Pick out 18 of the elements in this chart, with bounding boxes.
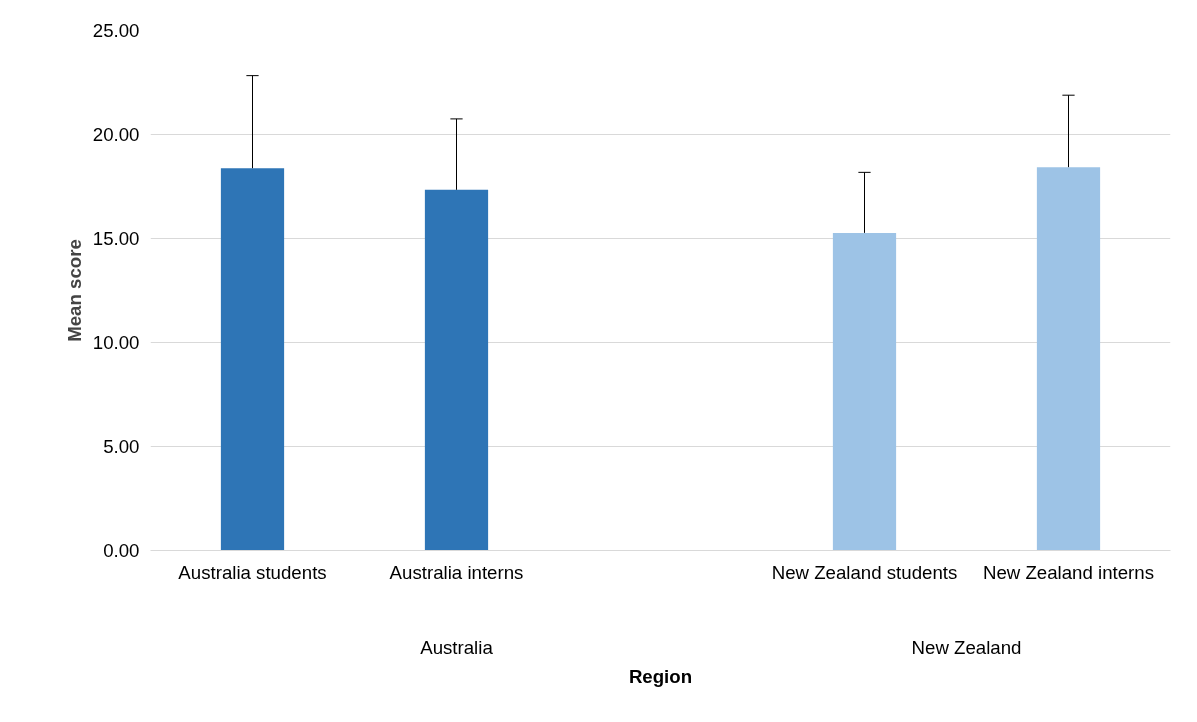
y-tick-label: 20.00 [92,124,140,145]
bar [220,168,285,551]
x-tick-label: New Zealand interns [982,561,1155,583]
x-tick-label: Australia interns [389,561,524,583]
bar [424,189,489,551]
x-axis-title: Region [628,665,693,687]
text: Australia [420,636,494,658]
bar [1036,167,1101,551]
y-tick-label: 5.00 [103,436,140,457]
y-axis-title: Mean score [63,239,85,342]
y-tick-label: 0.00 [103,540,140,561]
x-tick-label: Australia students [178,561,327,583]
y-tick-label: 25.00 [92,20,140,41]
text: New Zealand [911,636,1022,658]
x-tick-label: New Zealand students [771,561,958,583]
y-tick-label: 10.00 [92,332,140,353]
y-tick-label: 15.00 [92,228,140,249]
bar [832,232,897,551]
